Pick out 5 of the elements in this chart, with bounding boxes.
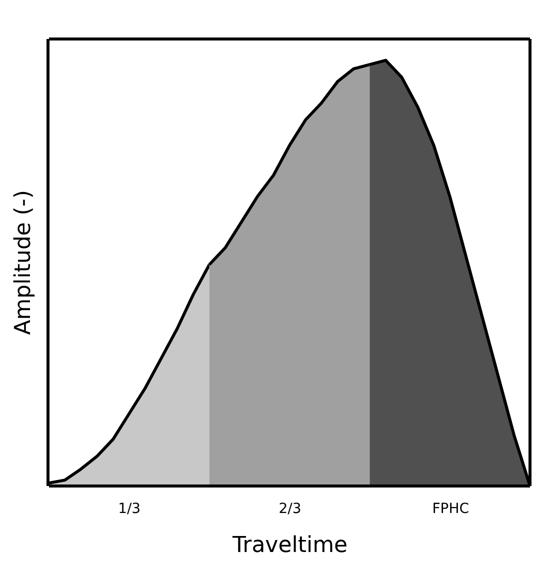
y-axis-title: Amplitude (-) [10, 190, 36, 335]
text: 2/3 [278, 501, 302, 517]
text: 1/3 [117, 501, 142, 517]
x-axis-title: Traveltime [231, 533, 349, 558]
text: FPHC [431, 501, 470, 517]
